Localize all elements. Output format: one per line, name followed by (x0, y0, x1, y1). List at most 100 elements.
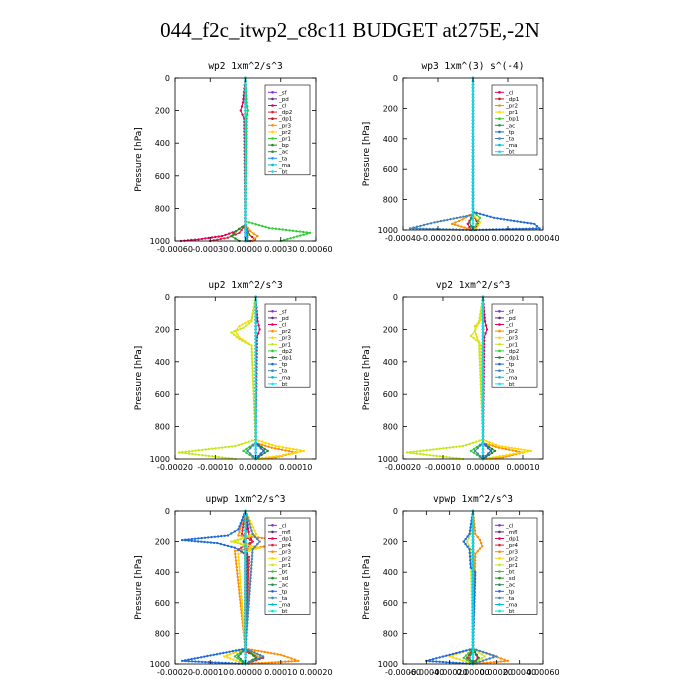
data-point (257, 324, 260, 327)
data-point (471, 584, 475, 588)
data-point (484, 332, 487, 335)
data-point (266, 449, 269, 453)
data-point (240, 228, 243, 232)
data-point (469, 449, 473, 453)
data-point (474, 574, 477, 577)
data-point (244, 578, 247, 581)
data-point (526, 450, 529, 453)
series-dp2 (209, 76, 247, 243)
data-point (471, 574, 475, 578)
legend-label: _tp (278, 589, 288, 595)
data-point (248, 534, 251, 537)
data-point (431, 660, 435, 663)
data-point (476, 452, 479, 455)
data-point (254, 315, 257, 318)
legend-marker (498, 596, 501, 600)
data-point (415, 225, 419, 228)
data-point (481, 341, 485, 344)
data-point (219, 237, 222, 241)
data-point (244, 561, 247, 565)
data-point (244, 145, 247, 148)
data-point (260, 443, 264, 446)
data-point (233, 330, 236, 333)
data-point (448, 653, 451, 656)
y-tick-label: 800 (383, 423, 398, 432)
data-point (428, 454, 432, 457)
data-point (490, 447, 494, 451)
data-point (455, 445, 458, 448)
legend-marker (271, 557, 274, 560)
data-point (509, 219, 512, 222)
data-point (254, 402, 257, 406)
data-point (483, 316, 486, 319)
data-point (238, 325, 241, 328)
data-point (238, 525, 241, 528)
data-point (488, 443, 491, 446)
data-point (244, 565, 247, 568)
data-point (415, 227, 418, 230)
data-point (429, 222, 433, 225)
data-point (234, 559, 238, 562)
legend-label: _ta (278, 156, 287, 162)
data-point (462, 540, 465, 543)
data-point (245, 625, 249, 628)
data-point (244, 213, 247, 217)
data-point (238, 337, 241, 341)
data-point (535, 225, 539, 228)
legend-label: _dp1 (505, 97, 519, 103)
data-point (478, 350, 481, 354)
data-point (270, 661, 274, 664)
data-point (470, 573, 473, 577)
series-line (406, 296, 484, 460)
data-point (252, 396, 255, 399)
data-point (254, 350, 257, 354)
data-point (273, 652, 276, 655)
legend-marker (498, 316, 501, 320)
data-point (241, 611, 244, 614)
data-point (477, 344, 481, 347)
data-point (295, 448, 299, 451)
data-point (244, 597, 247, 601)
data-point (446, 218, 449, 222)
chart-title: wp2 1xm^2/s^3 (208, 61, 282, 72)
data-point (507, 446, 510, 449)
data-point (193, 537, 197, 540)
legend-marker (498, 323, 501, 326)
data-point (293, 659, 297, 663)
data-point (254, 341, 257, 344)
data-point (264, 661, 267, 665)
data-point (207, 661, 210, 664)
data-point (471, 656, 475, 659)
data-point (253, 535, 257, 538)
data-point (248, 593, 251, 596)
legend-label: _bt (278, 170, 288, 176)
data-point (227, 232, 231, 235)
data-point (471, 565, 475, 568)
data-point (234, 237, 237, 240)
data-point (468, 442, 471, 446)
data-point (481, 451, 485, 454)
data-point (481, 302, 485, 305)
legend-marker (498, 382, 501, 386)
data-point (419, 449, 422, 453)
x-tick-label: -0.00040 (408, 668, 444, 677)
data-point (529, 449, 533, 453)
data-point (479, 373, 482, 376)
data-point (471, 636, 475, 640)
legend-marker (498, 590, 501, 593)
data-point (237, 552, 240, 555)
legend-marker (271, 323, 274, 326)
legend-label: _bt (278, 570, 288, 576)
data-point (242, 326, 245, 329)
data-point (244, 574, 247, 578)
y-tick-label: 1000 (378, 455, 398, 464)
data-point (471, 653, 475, 656)
data-point (257, 455, 260, 458)
data-point (481, 438, 485, 441)
legend-marker (498, 104, 501, 107)
data-point (469, 559, 472, 562)
data-point (489, 661, 492, 664)
data-point (516, 220, 519, 223)
data-point (246, 113, 249, 116)
data-point (247, 648, 250, 652)
